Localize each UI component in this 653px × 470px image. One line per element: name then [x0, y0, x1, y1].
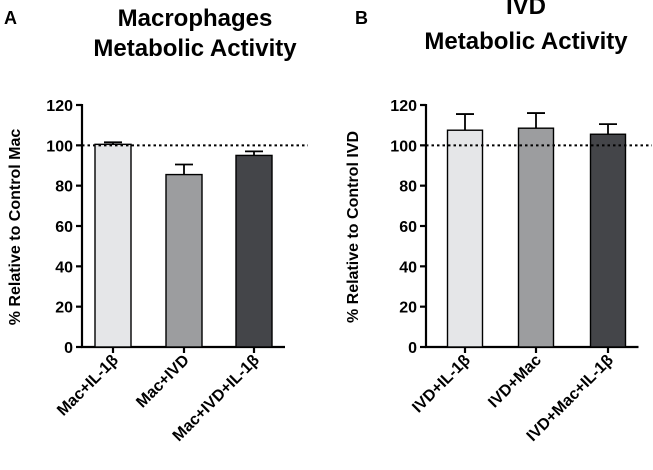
- panel-a-y-tick-label: 20: [55, 300, 73, 317]
- panel-a-y-tick-label: 80: [55, 179, 73, 196]
- panel-b-category-label: IVD+IL-1β: [409, 352, 474, 417]
- panel-a-category-label: Mac+IVD: [133, 352, 192, 411]
- panel-b-title-line-2: Metabolic Activity: [424, 28, 628, 55]
- panel-b-y-axis-label: % Relative to Control IVD: [345, 131, 362, 323]
- panel-a-y-tick-label: 100: [46, 138, 73, 155]
- panel-a-y-axis-label: % Relative to Control Mac: [7, 129, 24, 326]
- panel-a-y-tick-label: 0: [64, 340, 73, 357]
- panel-a-y-tick-label: 60: [55, 219, 73, 236]
- panel-a-letter: A: [4, 8, 17, 28]
- panel-a-y-tick-label: 120: [46, 98, 73, 115]
- panel-a-bar-3: [235, 154, 273, 348]
- panel-b-y-tick-label: 100: [390, 138, 417, 155]
- panel-b-category-label: IVD+Mac: [485, 352, 545, 412]
- panel-b-bar-3: [589, 133, 627, 348]
- panel-b-y-tick-label: 40: [399, 259, 417, 276]
- panel-b-title-line-1: IVD: [506, 0, 546, 20]
- panel-b: B IVD Metabolic Activity % Relative to C…: [345, 0, 652, 445]
- panel-b-letter: B: [355, 8, 368, 28]
- panel-a-bar-1: [94, 143, 132, 348]
- panel-a-y-tick-label: 40: [55, 259, 73, 276]
- panel-a-title-line-1: Macrophages: [118, 5, 273, 32]
- panel-b-y-tick-label: 120: [390, 98, 417, 115]
- panel-a-category-label: Mac+IL-1β: [54, 352, 122, 420]
- panel-b-y-tick-label: 60: [399, 219, 417, 236]
- panel-b-y-tick-label: 20: [399, 300, 417, 317]
- panel-b-y-tick-label: 0: [408, 340, 417, 357]
- panel-a: A Macrophages Metabolic Activity % Relat…: [4, 5, 308, 445]
- panel-a-title-line-2: Metabolic Activity: [93, 35, 297, 62]
- panel-b-bar-1: [446, 129, 484, 348]
- panel-b-bar-2: [517, 127, 555, 348]
- panel-a-bar-2: [165, 173, 203, 348]
- panel-b-y-tick-label: 80: [399, 179, 417, 196]
